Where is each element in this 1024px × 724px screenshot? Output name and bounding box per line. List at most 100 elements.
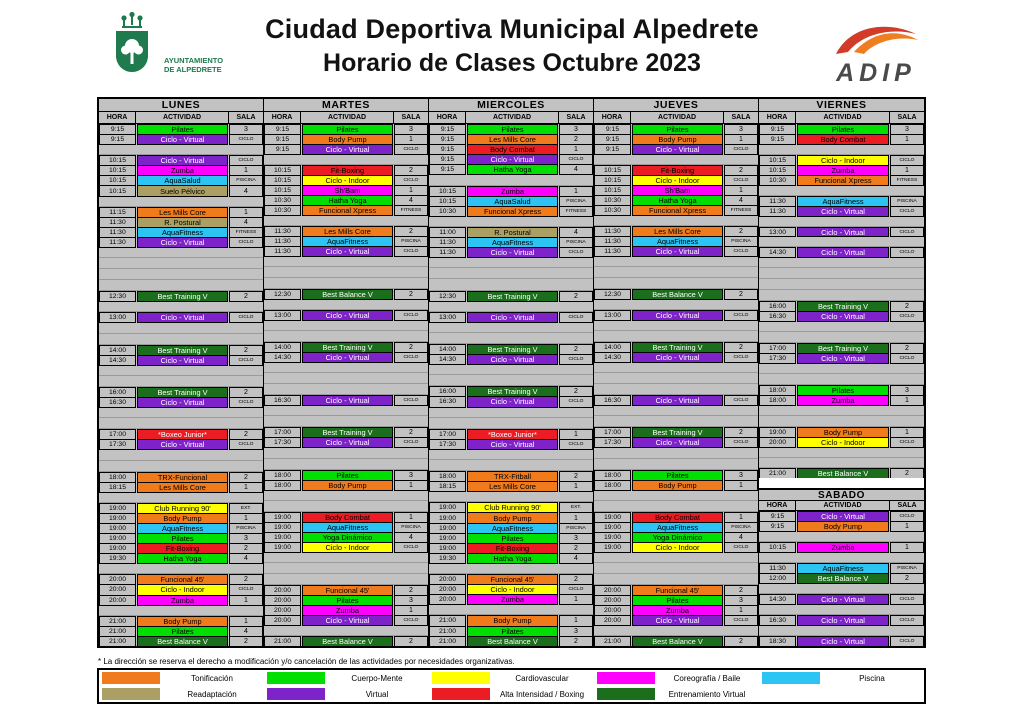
class-activity: Ciclo - Virtual: [797, 635, 889, 647]
class-room: CICLO: [559, 354, 593, 366]
schedule-row: 19:00 Ciclo - Indoor CICLO: [264, 541, 428, 553]
schedule-row: 18:00 Pilates 3: [759, 384, 924, 396]
class-activity: Ciclo - Indoor: [797, 436, 889, 448]
class-time: 19:00: [594, 541, 631, 553]
empty-row: [264, 405, 428, 417]
schedule-row: 18:00 Pilates 3: [594, 469, 758, 481]
empty-row: [429, 604, 593, 616]
schedule-row: 11:30 AquaFitness PISCINA: [429, 237, 593, 249]
class-activity: Suelo Pélvico: [137, 185, 228, 197]
schedule-row: 21:00 Pilates 4: [99, 625, 263, 637]
empty-row: [264, 320, 428, 332]
class-time: 16:30: [594, 395, 631, 407]
schedule-row: 9:15 Pilates 3: [759, 124, 924, 135]
schedule-row: 14:30 Ciclo - Virtual CICLO: [594, 352, 758, 364]
hora-header: HORA: [594, 112, 631, 124]
legend-item-cuerpo_mente: Cuerpo-Mente: [264, 670, 429, 686]
empty-row: [99, 605, 263, 616]
sala-header: SALA: [724, 112, 758, 124]
class-room: CICLO: [394, 541, 428, 553]
class-activity: Zumba: [137, 594, 228, 606]
class-activity: Ciclo - Virtual: [632, 395, 723, 407]
schedule-row: 9:15 Ciclo - Virtual CICLO: [264, 144, 428, 156]
schedule-row: 20:00 Zumba 1: [264, 604, 428, 616]
class-room: FITNESS: [394, 205, 428, 217]
class-activity: Hatha Yoga: [137, 553, 228, 565]
class-time: 17:30: [759, 352, 796, 364]
class-room: CICLO: [229, 397, 263, 409]
class-room: 2: [394, 289, 428, 301]
class-time: 16:30: [429, 396, 466, 408]
column-headers: HORA ACTIVIDAD SALA: [264, 112, 428, 124]
class-activity: Ciclo - Virtual: [302, 352, 393, 364]
legend-swatch: [102, 688, 160, 700]
class-time: 11:30: [99, 236, 136, 248]
legend-label: Entrenamiento Virtual: [668, 689, 746, 699]
class-activity: Ciclo - Virtual: [137, 134, 228, 146]
empty-row: [99, 563, 263, 575]
schedule-row: 10:30 Funcional Xpress FITNESS: [429, 205, 593, 217]
class-time: 21:00: [429, 635, 466, 647]
schedule-row: 9:15 Body Pump 1: [594, 134, 758, 146]
schedule-row: 10:15 Ciclo - Indoor CICLO: [594, 175, 758, 187]
schedule-row: 11:30 AquaFitness PISCINA: [759, 195, 924, 207]
schedule-row: 11:30 Ciclo - Virtual CICLO: [594, 246, 758, 258]
adip-swoosh-icon: [836, 26, 918, 54]
class-time: 16:30: [759, 311, 796, 323]
class-activity: Zumba: [467, 594, 558, 606]
class-room: CICLO: [890, 226, 924, 238]
class-time: 20:00: [759, 436, 796, 448]
schedule-row: 20:00 Zumba 1: [99, 594, 263, 606]
schedule-row: 18:00 TRX-Funcional 2: [99, 471, 263, 483]
day-header: MIERCOLES: [429, 99, 593, 112]
class-activity: Funcional Xpress: [797, 174, 889, 186]
schedule-row: 11:30 AquaFitness FITNESS: [99, 226, 263, 238]
class-activity: Best Balance V: [632, 635, 723, 647]
empty-row: [264, 331, 428, 343]
empty-row: [759, 236, 924, 248]
schedule-row: 14:30 Ciclo - Virtual CICLO: [429, 354, 593, 366]
legend-swatch: [597, 672, 655, 684]
day-rows: 9:15 Pilates 3 9:15 Ciclo - Virtual CICLO 10:1…: [99, 124, 263, 647]
class-activity: Best Balance V: [137, 635, 228, 647]
schedule-row: 19:00 Club Running 90' EXT.: [429, 502, 593, 514]
empty-row: [264, 299, 428, 311]
class-time: 11:30: [759, 205, 796, 217]
schedule-row: 19:30 Hatha Yoga 4: [429, 552, 593, 564]
class-room: FITNESS: [559, 205, 593, 217]
empty-row: [264, 574, 428, 585]
class-activity: Ciclo - Virtual: [797, 205, 889, 217]
schedule-row: 21:00 Body Pump 1: [429, 615, 593, 627]
actividad-header: ACTIVIDAD: [136, 112, 229, 124]
empty-row: [759, 332, 924, 344]
empty-row: [264, 256, 428, 268]
schedule-row: 10:15 Ciclo - Indoor CICLO: [264, 175, 428, 187]
class-activity: Ciclo - Virtual: [137, 236, 228, 248]
empty-row: [594, 625, 758, 636]
schedule-row: 10:15 Zumba 1: [759, 164, 924, 176]
class-time: 12:30: [429, 290, 466, 302]
schedule-table: LUNES HORA ACTIVIDAD SALA 9:15 Pilates 3 9:15 Ci…: [97, 97, 926, 648]
schedule-row: 20:00 Funcional 45' 2: [429, 574, 593, 586]
schedule-row: 13:00 Ciclo - Virtual CICLO: [594, 310, 758, 322]
schedule-row: 18:00 TRX-Fitball 2: [429, 471, 593, 483]
class-room: CICLO: [394, 437, 428, 449]
schedule-row: 17:30 Ciclo - Virtual CICLO: [759, 352, 924, 364]
legend-item-piscina: Piscina: [759, 670, 924, 686]
schedule-row: 19:00 AquaFitness PISCINA: [429, 522, 593, 534]
class-room: CICLO: [724, 144, 758, 156]
schedule-row: 21:00 Body Pump 1: [99, 615, 263, 627]
class-room: CICLO: [229, 134, 263, 146]
class-room: 2: [394, 635, 428, 647]
empty-row: [99, 247, 263, 259]
schedule-row: 19:00 Pilates 3: [99, 533, 263, 545]
empty-row: [264, 384, 428, 396]
class-room: CICLO: [724, 614, 758, 626]
